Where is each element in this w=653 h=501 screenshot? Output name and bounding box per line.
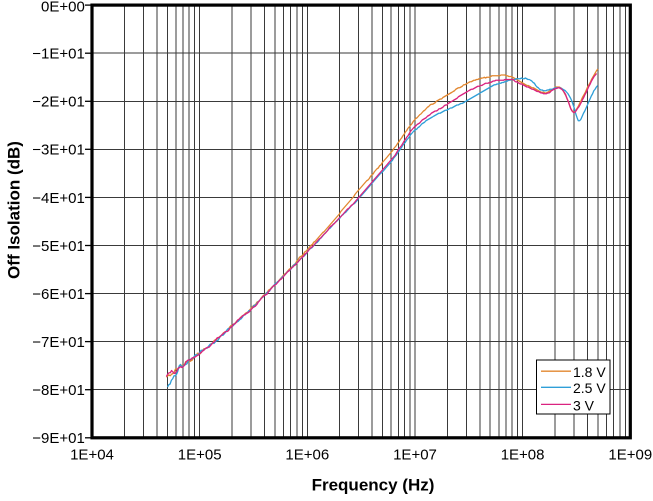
svg-text:1E+06: 1E+06 (285, 447, 329, 464)
svg-text:−1E+01: −1E+01 (32, 46, 85, 63)
svg-text:1.8 V: 1.8 V (573, 364, 606, 380)
svg-text:−5E+01: −5E+01 (32, 238, 85, 255)
svg-text:−2E+01: −2E+01 (32, 94, 85, 111)
svg-text:−7E+01: −7E+01 (32, 334, 85, 351)
svg-text:0E+00: 0E+00 (41, 0, 85, 15)
svg-text:−9E+01: −9E+01 (32, 430, 85, 447)
svg-text:1E+08: 1E+08 (501, 447, 545, 464)
svg-text:Off Isolation (dB): Off Isolation (dB) (5, 141, 24, 279)
svg-text:1E+05: 1E+05 (178, 447, 222, 464)
svg-text:−3E+01: −3E+01 (32, 142, 85, 159)
svg-text:−8E+01: −8E+01 (32, 382, 85, 399)
svg-text:1E+09: 1E+09 (608, 447, 652, 464)
svg-text:2.5 V: 2.5 V (573, 380, 606, 396)
svg-text:3 V: 3 V (573, 397, 595, 413)
svg-text:−6E+01: −6E+01 (32, 286, 85, 303)
svg-text:−4E+01: −4E+01 (32, 190, 85, 207)
svg-text:1E+07: 1E+07 (393, 447, 437, 464)
svg-text:Frequency (Hz): Frequency (Hz) (312, 476, 435, 495)
svg-text:1E+04: 1E+04 (70, 447, 114, 464)
